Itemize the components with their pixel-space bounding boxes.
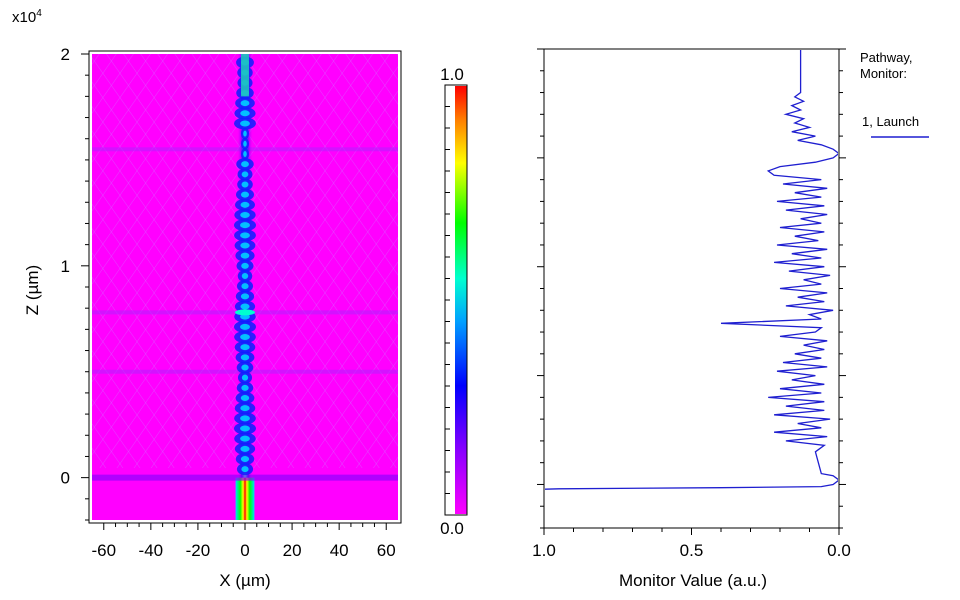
heatmap-plot [92,54,398,520]
beam-lobe-core [241,374,249,381]
beam-lobe-core [240,354,250,361]
heatmap-y-tick-label: 0 [61,469,70,488]
beam-lobe-core [240,405,250,412]
beam-lobe-core [240,293,250,300]
beam-lobe-core [241,161,249,168]
colorbar-max-label: 1.0 [440,65,464,84]
heatmap-x-tick-label: -60 [91,541,116,560]
beam-hotspot [235,309,255,316]
beam-lobe-core [241,384,249,391]
heatmap-y-tick-label: 2 [61,45,70,64]
heatmap-y-axis-label: Z (µm) [23,265,42,315]
beam-lobe-core [241,272,249,279]
beam-lobe-core [240,333,250,340]
beam-lobe-core [240,191,250,198]
beam-lobe-core [241,262,249,269]
beam-lobe-core [240,242,250,249]
input-waveguide [235,477,255,520]
legend-title-line2: Monitor: [860,66,907,81]
beam-lobe-core [240,222,250,229]
beam-lobe-core [240,394,250,401]
monitor-x-axis-label: Monitor Value (a.u.) [619,571,767,590]
colorbar-min-label: 0.0 [440,519,464,538]
exponent-label: x104 [12,8,42,26]
beam-lobe-core [240,211,250,218]
beam-lobe-core [240,425,250,432]
beam-lobe-core [243,130,247,137]
beam-lobe-core [240,303,250,310]
legend: Pathway, Monitor: 1, Launch [860,50,929,138]
legend-entry-label: 1, Launch [862,114,919,129]
beam-lobe-core [241,283,249,290]
beam-lobe-core [241,171,249,178]
beam-lobe-core [243,140,247,147]
beam-lobe-core [240,344,250,351]
monitor-line-series [545,50,838,490]
beam-lobe-core [240,232,250,239]
beam-lobe-core [241,364,249,371]
heatmap-x-tick-label: 40 [330,541,349,560]
heatmap-x-axis-label: X (µm) [219,571,270,590]
monitor-x-tick-label: 1.0 [532,541,556,560]
heatmap-x-tick-label: 20 [283,541,302,560]
beam-lobe-core [240,120,250,127]
beam-lobe-core [240,323,250,330]
colorbar [455,86,467,514]
beam-lobe-core [241,181,249,188]
beam-lobe-core [243,150,247,157]
monitor-plot-frame [543,48,840,529]
heatmap-y-tick-label: 1 [61,257,70,276]
beam-lobe-core [240,110,250,117]
heatmap-x-tick-label: -20 [186,541,211,560]
beam-lobe-core [240,415,250,422]
beam-top [241,54,249,97]
heatmap-x-tick-label: 0 [240,541,249,560]
monitor-axes: 1.0 0.5 0.0 [532,48,851,560]
heatmap-x-tick-label: 60 [377,541,396,560]
beam-lobe-core [241,466,249,473]
beam-lobe-core [240,201,250,208]
colorbar-ticks [445,84,450,516]
beam-lobe-core [240,252,250,259]
monitor-x-tick-label: 0.0 [827,541,851,560]
heatmap-axes: -60 -40 -20 0 20 40 60 0 1 2 [61,45,396,560]
beam-lobe-core [240,435,250,442]
monitor-x-tick-label: 0.5 [680,541,704,560]
legend-title-line1: Pathway, [860,50,913,65]
beam-lobe-core [240,100,250,107]
beam-lobe-core [240,445,250,452]
beam-lobe-core [240,455,250,462]
heatmap-x-tick-label: -40 [139,541,164,560]
